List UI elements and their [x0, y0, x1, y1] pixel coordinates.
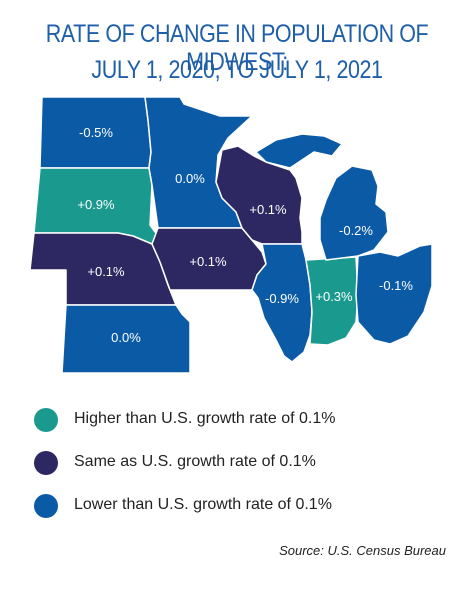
midwest-map: -0.5% +0.9% +0.1% 0.0% 0.0% +0.1% +0.1% …: [29, 96, 433, 374]
wisconsin-label: +0.1%: [249, 202, 287, 217]
source-note: Source: U.S. Census Bureau: [279, 543, 446, 558]
ohio-label: -0.1%: [379, 278, 413, 293]
illinois-label: -0.9%: [265, 291, 299, 306]
north-dakota-label: -0.5%: [79, 125, 113, 140]
minnesota-label: 0.0%: [175, 171, 205, 186]
state-michigan-lower: [319, 165, 389, 261]
indiana-label: +0.3%: [315, 289, 353, 304]
legend-swatch-same: [34, 451, 58, 475]
legend-label-lower: Lower than U.S. growth rate of 0.1%: [74, 496, 332, 513]
map-title-line-2: JULY 1, 2020, TO JULY 1, 2021: [91, 56, 383, 84]
map-title-line-1: RATE OF CHANGE IN POPULATION OF MIDWEST:: [45, 20, 429, 76]
nebraska-label: +0.1%: [87, 264, 125, 279]
state-ohio: [355, 243, 433, 345]
state-kansas: [61, 304, 191, 374]
legend-swatch-lower: [34, 494, 58, 518]
south-dakota-label: +0.9%: [77, 197, 115, 212]
legend-label-higher: Higher than U.S. growth rate of 0.1%: [74, 410, 336, 427]
iowa-label: +0.1%: [189, 254, 227, 269]
michigan-label: -0.2%: [339, 223, 373, 238]
legend-swatch-higher: [34, 408, 58, 432]
state-wisconsin: [215, 145, 303, 245]
state-michigan-upper: [255, 133, 343, 169]
legend-label-same: Same as U.S. growth rate of 0.1%: [74, 453, 316, 470]
kansas-label: 0.0%: [111, 330, 141, 345]
